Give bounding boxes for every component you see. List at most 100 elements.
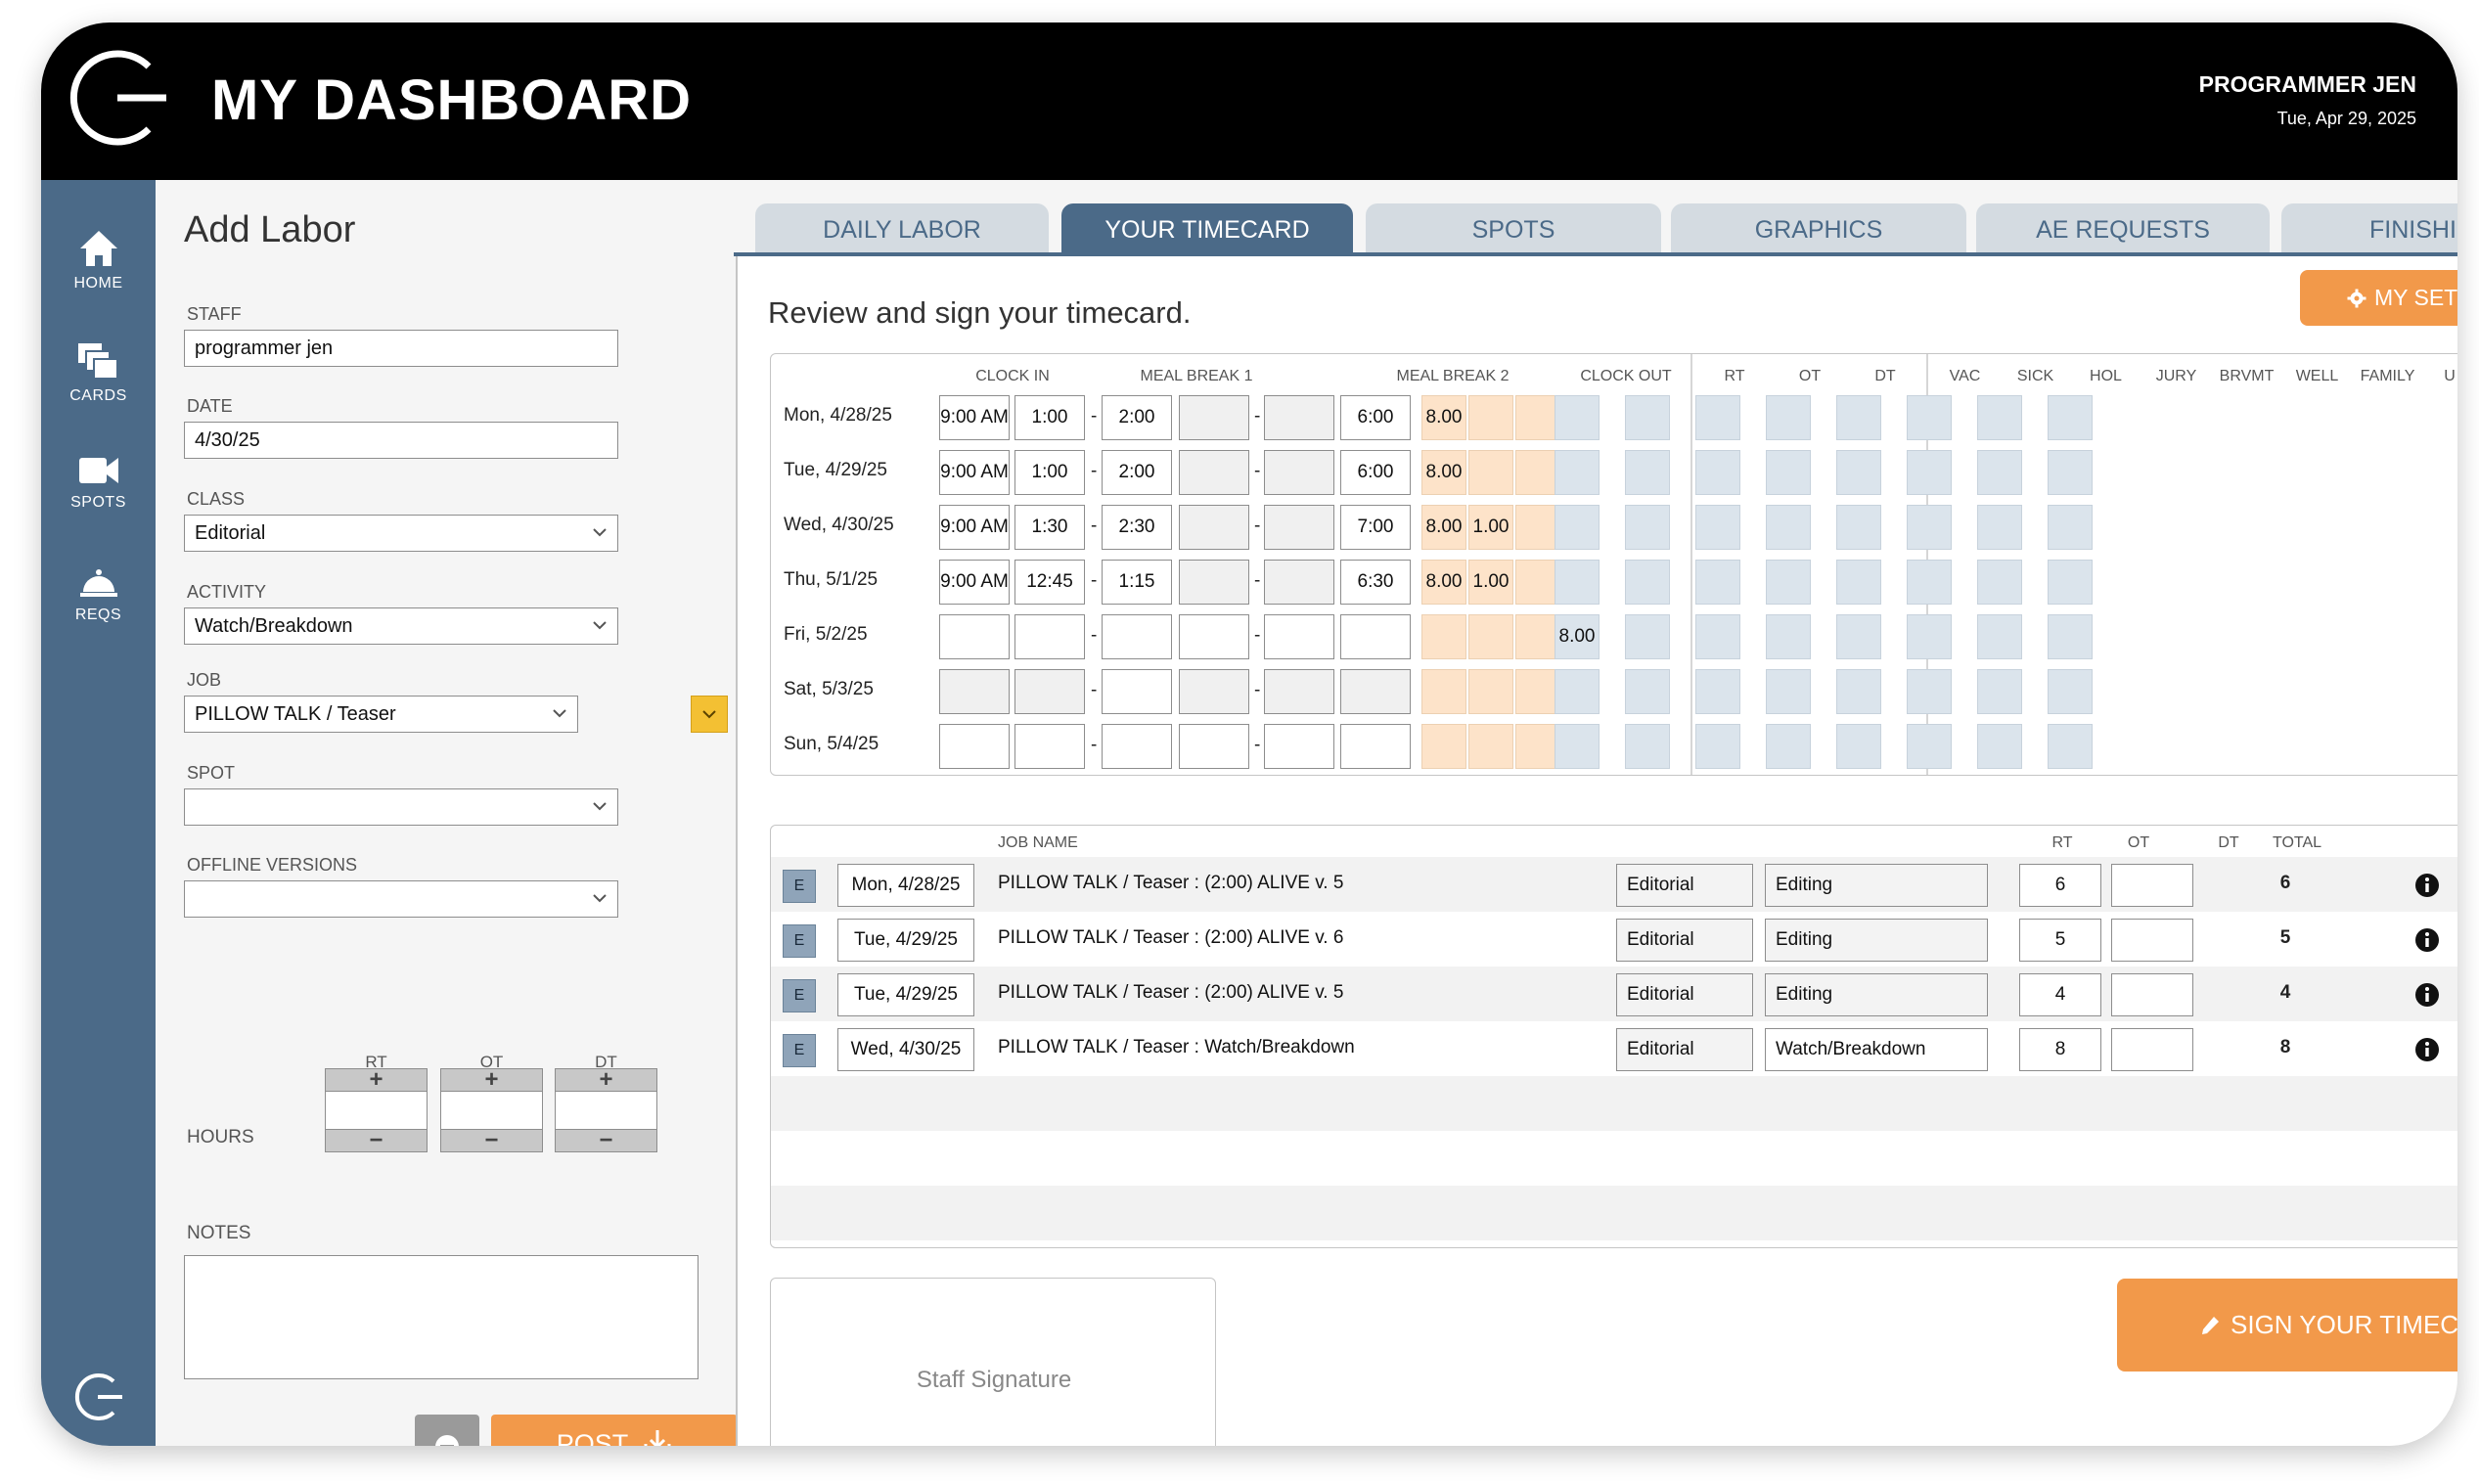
meal1-end-input[interactable]: 2:00 PM xyxy=(1102,395,1172,470)
family-hours-cell[interactable] xyxy=(1977,669,2022,714)
family-hours-cell[interactable] xyxy=(1977,505,2022,550)
jury-hours-cell[interactable] xyxy=(1766,614,1811,659)
meal1-start-input[interactable] xyxy=(1014,669,1085,714)
meal1-start-input[interactable]: 1:00 PM xyxy=(1014,450,1085,524)
clock-out-input[interactable] xyxy=(1340,669,1411,714)
meal1-end-input[interactable] xyxy=(1102,724,1172,769)
info-icon[interactable] xyxy=(2414,982,2440,1008)
my-settings-button[interactable]: MY SET xyxy=(2300,270,2457,326)
family-hours-cell[interactable] xyxy=(1977,560,2022,605)
sick-hours-cell[interactable] xyxy=(1625,395,1670,440)
tab-graphics[interactable]: GRAPHICS xyxy=(1671,203,1966,252)
entry-date-cell[interactable]: Tue, 4/29/25 xyxy=(837,973,974,1016)
clock-in-input[interactable] xyxy=(939,614,1010,659)
clock-out-input[interactable]: 7:00 PM xyxy=(1340,505,1411,579)
well-hours-cell[interactable] xyxy=(1907,614,1952,659)
entry-class-cell[interactable]: Editorial xyxy=(1616,919,1753,962)
brvmt-hours-cell[interactable] xyxy=(1836,505,1881,550)
vac-hours-cell[interactable] xyxy=(1555,505,1600,550)
sick-hours-cell[interactable] xyxy=(1625,560,1670,605)
entry-class-cell[interactable]: Editorial xyxy=(1616,864,1753,907)
tab-your-timecard[interactable]: YOUR TIMECARD xyxy=(1061,203,1353,252)
jury-hours-cell[interactable] xyxy=(1766,450,1811,495)
dt-decrement-button[interactable]: − xyxy=(555,1129,657,1152)
tab-spots[interactable]: SPOTS xyxy=(1366,203,1661,252)
sick-hours-cell[interactable] xyxy=(1625,724,1670,769)
job-select[interactable]: PILLOW TALK / Teaser xyxy=(184,696,578,733)
meal2-end-input[interactable] xyxy=(1264,450,1334,495)
well-hours-cell[interactable] xyxy=(1907,724,1952,769)
job-favorites-dropdown[interactable] xyxy=(691,696,728,733)
sick-hours-cell[interactable] xyxy=(1625,669,1670,714)
clock-in-input[interactable]: 9:00 AM xyxy=(939,505,1010,550)
meal1-start-input[interactable] xyxy=(1014,614,1085,659)
dt-increment-button[interactable]: + xyxy=(555,1068,657,1092)
vac-hours-cell[interactable] xyxy=(1555,450,1600,495)
entry-ot-input[interactable] xyxy=(2111,919,2193,962)
meal1-end-input[interactable] xyxy=(1102,669,1172,714)
sick-hours-cell[interactable] xyxy=(1625,614,1670,659)
clock-in-input[interactable] xyxy=(939,724,1010,769)
entry-rt-input[interactable]: 5 xyxy=(2019,919,2101,962)
entry-type-badge[interactable]: E xyxy=(783,870,816,903)
info-icon[interactable] xyxy=(2414,873,2440,898)
entry-type-badge[interactable]: E xyxy=(783,924,816,958)
rt-hours-input[interactable] xyxy=(325,1092,428,1129)
staff-input[interactable]: programmer jen xyxy=(184,330,618,367)
clock-in-input[interactable] xyxy=(939,669,1010,714)
ot-increment-button[interactable]: + xyxy=(440,1068,543,1092)
entry-type-badge[interactable]: E xyxy=(783,1034,816,1067)
user-name[interactable]: PROGRAMMER JEN xyxy=(2198,71,2416,97)
vac-hours-cell[interactable] xyxy=(1555,560,1600,605)
vac-hours-cell[interactable] xyxy=(1555,395,1600,440)
meal2-start-input[interactable] xyxy=(1179,669,1249,714)
meal2-start-input[interactable] xyxy=(1179,724,1249,769)
clock-out-input[interactable]: 6:00 PM xyxy=(1340,395,1411,470)
entry-rt-input[interactable]: 6 xyxy=(2019,864,2101,907)
well-hours-cell[interactable] xyxy=(1907,450,1952,495)
meal1-end-input[interactable]: 1:15 PM xyxy=(1102,560,1172,634)
extra-hours-cell[interactable] xyxy=(2048,505,2093,550)
extra-hours-cell[interactable] xyxy=(2048,614,2093,659)
meal2-start-input[interactable] xyxy=(1179,505,1249,550)
jury-hours-cell[interactable] xyxy=(1766,395,1811,440)
entry-date-cell[interactable]: Wed, 4/30/25 xyxy=(837,1028,974,1071)
meal1-start-input[interactable] xyxy=(1014,724,1085,769)
entry-date-cell[interactable]: Tue, 4/29/25 xyxy=(837,919,974,962)
meal1-start-input[interactable]: 12:45 PM xyxy=(1014,560,1085,634)
meal2-start-input[interactable] xyxy=(1179,614,1249,659)
entry-ot-input[interactable] xyxy=(2111,864,2193,907)
notes-textarea[interactable] xyxy=(184,1255,699,1379)
entry-activity-cell[interactable]: Editing xyxy=(1765,973,1988,1016)
sick-hours-cell[interactable] xyxy=(1625,450,1670,495)
jury-hours-cell[interactable] xyxy=(1766,669,1811,714)
entry-rt-input[interactable]: 8 xyxy=(2019,1028,2101,1071)
tab-daily-labor[interactable]: DAILY LABOR xyxy=(755,203,1049,252)
sign-timecard-button[interactable]: SIGN YOUR TIMECAR xyxy=(2117,1279,2457,1372)
family-hours-cell[interactable] xyxy=(1977,614,2022,659)
sick-hours-cell[interactable] xyxy=(1625,505,1670,550)
remove-button[interactable] xyxy=(415,1415,479,1446)
spot-select[interactable] xyxy=(184,788,618,826)
rt-decrement-button[interactable]: − xyxy=(325,1129,428,1152)
brvmt-hours-cell[interactable] xyxy=(1836,669,1881,714)
vac-hours-cell[interactable] xyxy=(1555,724,1600,769)
entry-date-cell[interactable]: Mon, 4/28/25 xyxy=(837,864,974,907)
hol-hours-cell[interactable] xyxy=(1695,505,1740,550)
activity-select[interactable]: Watch/Breakdown xyxy=(184,607,618,645)
entry-rt-input[interactable]: 4 xyxy=(2019,973,2101,1016)
nav-item-spots[interactable]: SPOTS xyxy=(41,454,156,512)
meal2-end-input[interactable] xyxy=(1264,560,1334,605)
hol-hours-cell[interactable] xyxy=(1695,614,1740,659)
hol-hours-cell[interactable] xyxy=(1695,560,1740,605)
entry-activity-cell[interactable]: Watch/Breakdown xyxy=(1765,1028,1988,1071)
clock-out-input[interactable] xyxy=(1340,724,1411,769)
clock-out-input[interactable] xyxy=(1340,614,1411,659)
meal1-end-input[interactable] xyxy=(1102,614,1172,659)
entry-activity-cell[interactable]: Editing xyxy=(1765,864,1988,907)
tab-ae-requests[interactable]: AE REQUESTS xyxy=(1976,203,2270,252)
clock-out-input[interactable]: 6:00 PM xyxy=(1340,450,1411,524)
extra-hours-cell[interactable] xyxy=(2048,724,2093,769)
hol-hours-cell[interactable] xyxy=(1695,669,1740,714)
meal2-start-input[interactable] xyxy=(1179,395,1249,440)
